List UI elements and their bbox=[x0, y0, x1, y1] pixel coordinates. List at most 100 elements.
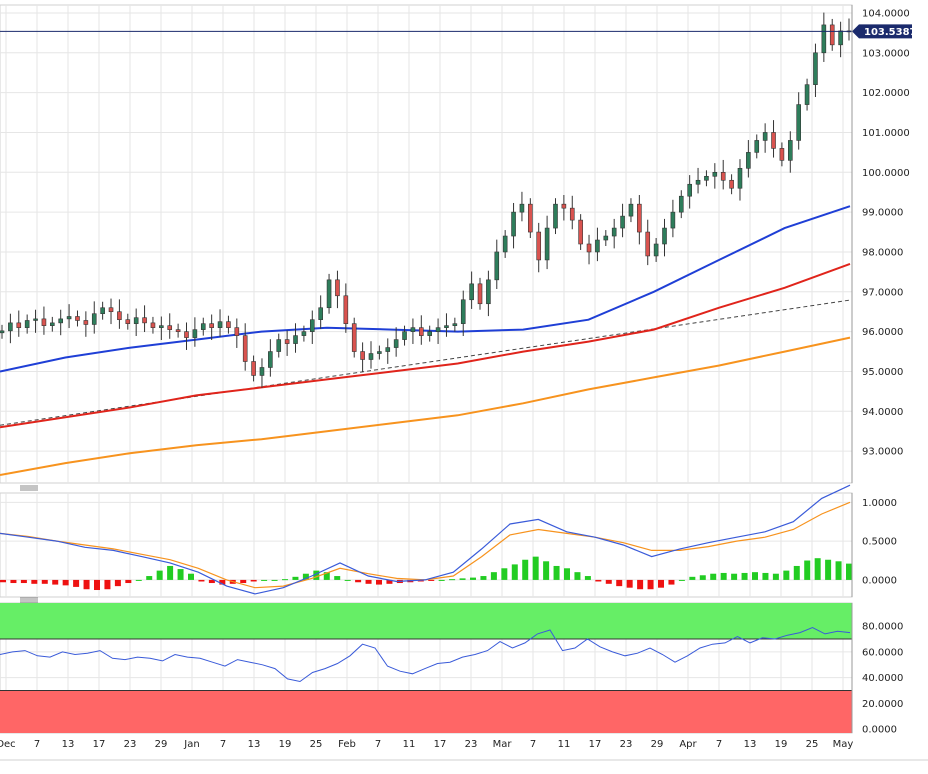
candle-body bbox=[796, 104, 801, 141]
macd-histogram-bar bbox=[637, 579, 644, 590]
price-tick-label: 95.0000 bbox=[862, 367, 903, 378]
x-tick-label: 17 bbox=[93, 739, 106, 750]
macd-histogram-bar bbox=[10, 579, 17, 584]
macd-histogram-bar bbox=[584, 576, 591, 580]
candle-body bbox=[511, 211, 516, 237]
rsi-tick-label: 20.0000 bbox=[862, 699, 903, 710]
macd-histogram-bar bbox=[114, 579, 121, 587]
x-tick-label: 11 bbox=[558, 739, 571, 750]
x-tick-label: 13 bbox=[744, 739, 757, 750]
panel-frame-1 bbox=[0, 4, 853, 484]
x-tick-label: 17 bbox=[434, 739, 447, 750]
candle-body bbox=[486, 279, 491, 305]
macd-histogram-bar bbox=[480, 576, 487, 580]
candle-body bbox=[678, 195, 684, 213]
price-tick-label: 100.0000 bbox=[862, 168, 910, 179]
candle-body bbox=[125, 319, 131, 324]
macd-histogram-bar bbox=[522, 559, 529, 580]
candle-body bbox=[611, 227, 617, 237]
candle-body bbox=[821, 24, 827, 54]
candle-body bbox=[259, 367, 265, 376]
candle-body bbox=[335, 279, 340, 297]
panel-resize-handle[interactable] bbox=[20, 597, 38, 603]
candle-body bbox=[452, 323, 458, 326]
candle-body bbox=[637, 203, 642, 233]
macd-panel bbox=[0, 484, 852, 595]
x-tick-label: 7 bbox=[220, 739, 226, 750]
x-tick-label: Feb bbox=[338, 739, 356, 750]
candle-body bbox=[528, 203, 533, 233]
panel-resize-handle[interactable] bbox=[20, 485, 38, 491]
candle-body bbox=[268, 351, 273, 368]
candle-body bbox=[50, 322, 55, 326]
rsi-line bbox=[0, 626, 851, 683]
candle-body bbox=[586, 243, 592, 253]
candle-body bbox=[712, 172, 718, 177]
price-tick-label: 93.0000 bbox=[862, 447, 903, 458]
macd-histogram-bar bbox=[62, 579, 69, 586]
macd-histogram-bar bbox=[313, 570, 320, 580]
candle-body bbox=[502, 235, 508, 253]
candle-body bbox=[309, 319, 315, 332]
macd-histogram-bar bbox=[647, 579, 654, 590]
x-tick-label: 7 bbox=[34, 739, 40, 750]
candle-body bbox=[159, 325, 164, 328]
macd-histogram-bar bbox=[626, 579, 633, 588]
macd-histogram-bar bbox=[250, 579, 257, 582]
last-price-badge bbox=[852, 24, 912, 39]
candle-body bbox=[737, 168, 743, 189]
macd-histogram-bar bbox=[731, 573, 738, 580]
macd-histogram-bar bbox=[167, 565, 174, 580]
price-tick-label: 104.0000 bbox=[862, 8, 910, 19]
macd-histogram-bar bbox=[156, 570, 163, 580]
macd-histogram-bar bbox=[52, 579, 59, 585]
candle-body bbox=[83, 320, 89, 325]
candle-body bbox=[242, 335, 248, 362]
macd-histogram-bar bbox=[752, 572, 758, 580]
x-tick-label: 13 bbox=[248, 739, 261, 750]
price-tick-label: 99.0000 bbox=[862, 208, 903, 219]
panel-resize-handles[interactable] bbox=[20, 485, 38, 603]
macd-histogram-bar bbox=[689, 576, 696, 580]
candle-body bbox=[108, 307, 114, 313]
macd-histogram-bar bbox=[20, 579, 27, 584]
x-tick-label: Mar bbox=[493, 739, 513, 750]
price-panel bbox=[0, 12, 853, 476]
macd-histogram-bar bbox=[271, 579, 278, 581]
candle-body bbox=[360, 351, 365, 360]
macd-histogram-bar bbox=[386, 579, 393, 584]
macd-histogram-bar bbox=[543, 561, 550, 580]
candle-body bbox=[653, 243, 659, 257]
macd-histogram-bar bbox=[459, 578, 466, 580]
candle-body bbox=[133, 317, 139, 324]
candle-body bbox=[704, 175, 709, 181]
candle-body bbox=[494, 251, 500, 281]
macd-histogram-bar bbox=[438, 579, 445, 581]
candle-body bbox=[41, 318, 47, 326]
x-tick-label: 29 bbox=[155, 739, 168, 750]
macd-histogram-bar bbox=[846, 563, 852, 580]
x-tick-label: 23 bbox=[124, 739, 137, 750]
macd-histogram-bar bbox=[814, 558, 821, 580]
macd-line bbox=[0, 484, 851, 595]
oversold-zone bbox=[0, 690, 852, 733]
candle-body bbox=[167, 325, 173, 330]
price-tick-label: 103.0000 bbox=[862, 48, 910, 59]
candle-body bbox=[377, 351, 382, 354]
candle-body bbox=[351, 323, 357, 352]
x-tick-label: Dec bbox=[0, 739, 16, 750]
macd-histogram-bar bbox=[605, 579, 612, 584]
macd-histogram-bar bbox=[741, 572, 748, 580]
x-tick-label: 13 bbox=[62, 739, 75, 750]
x-tick-label: 19 bbox=[279, 739, 292, 750]
macd-tick-label: 0.0000 bbox=[862, 575, 897, 586]
macd-histogram-bar bbox=[616, 579, 623, 587]
macd-histogram-bar bbox=[668, 579, 675, 585]
grid-layer bbox=[0, 5, 852, 733]
x-tick-label: 7 bbox=[530, 739, 536, 750]
candle-body bbox=[469, 283, 474, 301]
x-tick-label: 17 bbox=[589, 739, 602, 750]
macd-histogram-bar bbox=[490, 572, 497, 580]
candle-body bbox=[746, 152, 751, 169]
sma-slow-line bbox=[0, 336, 851, 476]
